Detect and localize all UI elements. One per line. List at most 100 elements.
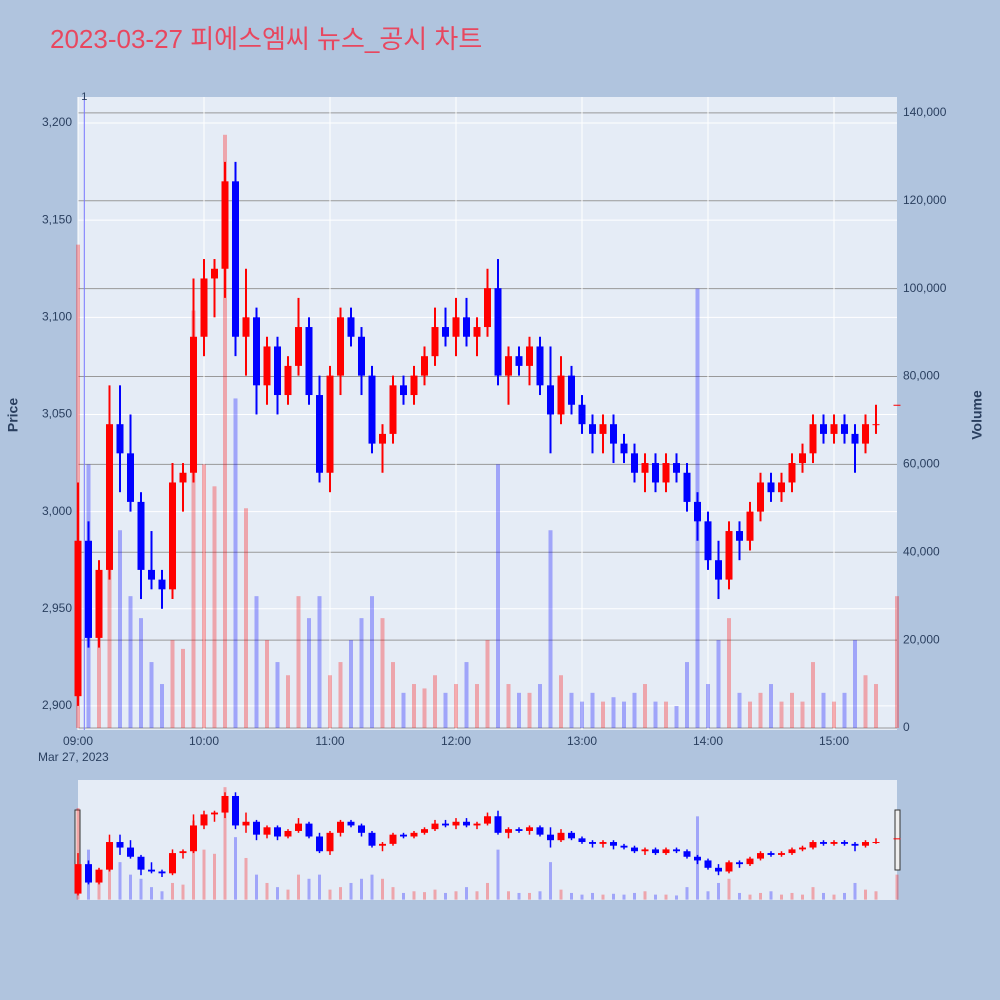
mini-candle-body: [610, 842, 617, 846]
volume-bar: [317, 596, 322, 728]
volume-bar: [622, 701, 626, 728]
volume-bar: [202, 464, 206, 728]
y-tick-label: 3,150: [42, 212, 72, 226]
mini-candle-body: [536, 827, 544, 835]
volume-bar: [496, 464, 500, 728]
volume-bar: [874, 684, 878, 728]
candle-body: [568, 375, 575, 405]
mini-volume-bar: [580, 894, 584, 900]
x-tick-label: 09:00: [63, 734, 93, 748]
candle-body: [830, 424, 838, 434]
mini-candle-body: [494, 816, 502, 833]
mini-candle-body: [232, 795, 239, 826]
candle-body: [799, 453, 806, 464]
volume-bar: [632, 692, 637, 728]
candle-body: [452, 317, 460, 337]
mini-candle-body: [190, 825, 197, 852]
mini-volume-bar: [202, 849, 206, 900]
mini-candle-body: [809, 842, 817, 848]
y-tick-label: 3,200: [42, 115, 72, 129]
volume-bar: [296, 596, 301, 728]
mini-candle-body: [316, 836, 323, 852]
volume-bar: [233, 398, 238, 728]
candle-body: [515, 356, 523, 366]
candle-body: [347, 317, 355, 337]
volume-bar: [380, 618, 385, 728]
volume-bar: [254, 596, 259, 728]
mini-candle-body: [557, 832, 565, 841]
volume-bar: [517, 692, 521, 728]
range-handle-right[interactable]: [894, 809, 901, 871]
mini-candle-body: [85, 864, 92, 883]
volume-bar: [601, 701, 605, 728]
mini-volume-bar: [402, 892, 405, 900]
x-date-label: Mar 27, 2023: [38, 750, 109, 764]
candle-body: [263, 346, 271, 386]
volume-bar: [685, 662, 689, 728]
mini-candle-body: [95, 869, 103, 883]
range-slider[interactable]: [78, 780, 897, 900]
candle-body: [232, 181, 239, 337]
volume-bar: [737, 692, 742, 728]
x-tick-label: 13:00: [567, 734, 597, 748]
mini-volume-bar: [664, 894, 668, 900]
candle-body: [683, 472, 691, 502]
mini-candle-body: [484, 816, 491, 824]
y2-axis-title: Volume: [969, 390, 985, 440]
candle-body: [442, 327, 449, 337]
volume-bar: [475, 684, 479, 728]
mini-candle-body: [221, 795, 229, 813]
volume-bar: [895, 596, 899, 728]
mini-volume-bar: [643, 891, 647, 900]
volume-bar: [538, 684, 542, 728]
y-tick-label: 3,050: [42, 407, 72, 421]
mini-candle-body: [148, 869, 155, 872]
mini-volume-bar: [685, 887, 689, 900]
mini-candle-body: [274, 827, 281, 837]
mini-volume-bar: [118, 862, 122, 900]
volume-bar: [191, 310, 196, 728]
candle-body: [809, 424, 817, 454]
volume-bar: [349, 640, 353, 728]
mini-candle-body: [473, 823, 481, 826]
candle-body: [715, 560, 722, 580]
mini-volume-bar: [286, 889, 290, 900]
mini-candle-body: [263, 827, 271, 835]
volume-bar: [580, 701, 584, 728]
mini-candle-body: [242, 821, 250, 826]
mini-candle-body: [673, 849, 680, 852]
candle-body: [358, 336, 365, 376]
y-tick-label: 3,000: [42, 504, 72, 518]
mini-candle-body: [599, 842, 607, 844]
candle-body: [211, 268, 218, 279]
mini-candle-body: [452, 821, 460, 826]
mini-volume-bar: [391, 887, 395, 900]
mini-volume-bar: [192, 820, 195, 900]
volume-bar: [727, 618, 731, 728]
mini-candle-body: [410, 832, 418, 837]
mini-volume-bar: [601, 894, 605, 900]
candle-body: [410, 375, 418, 396]
volume-bar: [569, 692, 574, 728]
mini-volume-bar: [423, 892, 426, 900]
candle-body: [116, 424, 124, 454]
mini-candle-body: [893, 838, 901, 840]
mini-candle-body: [641, 849, 649, 852]
mini-candle-body: [736, 862, 743, 865]
x-tick-label: 12:00: [441, 734, 471, 748]
candle-body: [400, 385, 407, 396]
mini-candle-body: [253, 821, 260, 835]
candle-body: [557, 375, 565, 415]
mini-candle-body: [116, 842, 124, 848]
mini-volume-bar: [864, 889, 867, 900]
mini-candle-body: [442, 823, 449, 826]
volume-bar: [611, 697, 616, 728]
volume-bar: [275, 662, 280, 728]
volume-bar: [811, 662, 815, 728]
candle-body: [746, 511, 754, 541]
candle-body: [200, 278, 208, 337]
mini-volume-bar: [759, 892, 762, 900]
volume-bar: [706, 684, 710, 728]
volume-bar: [286, 675, 290, 728]
